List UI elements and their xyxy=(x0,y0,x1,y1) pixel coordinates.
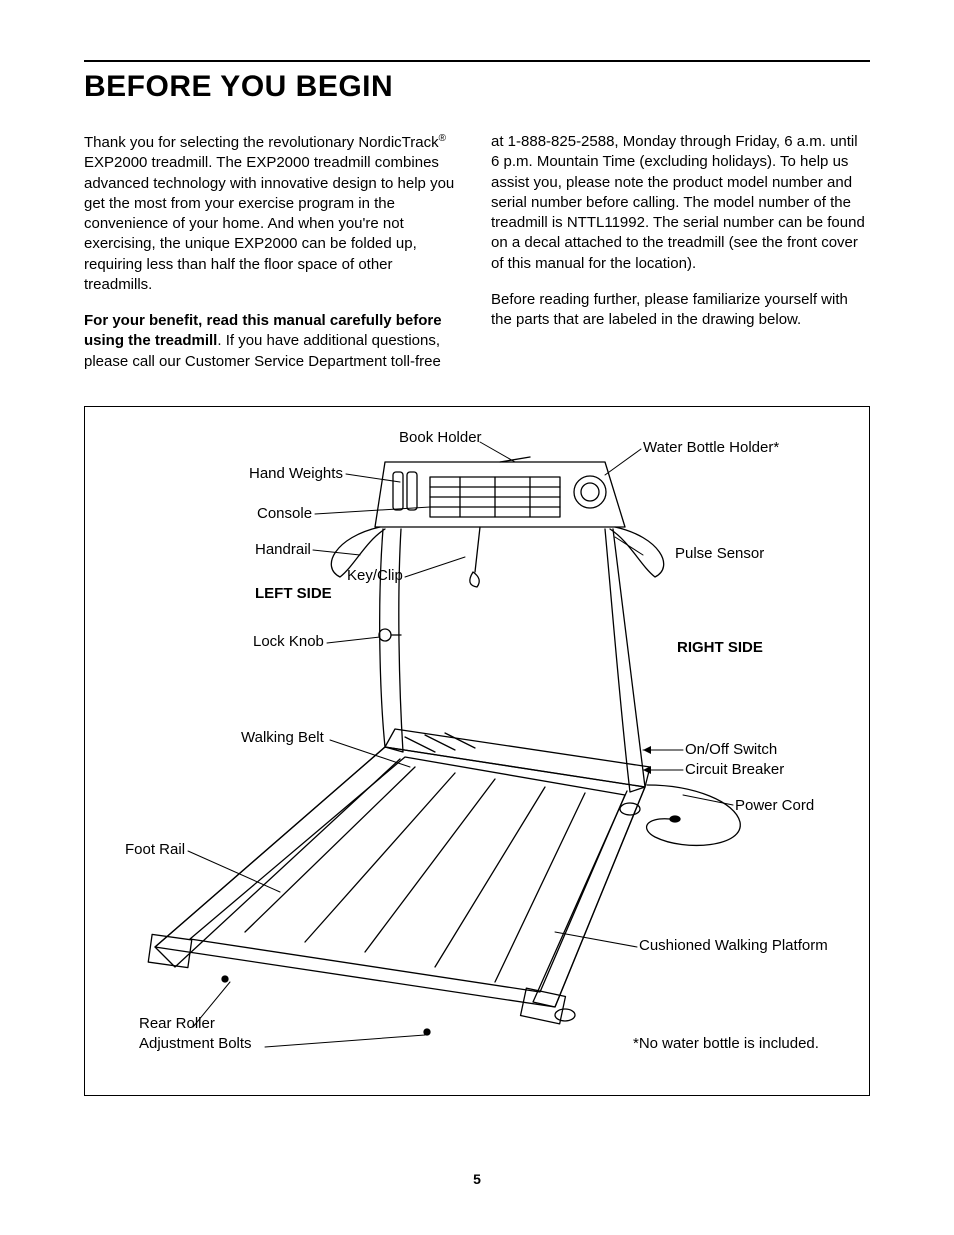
label-left-side: LEFT SIDE xyxy=(255,585,332,602)
para-3: at 1-888-825-2588, Monday through Friday… xyxy=(491,132,870,274)
label-footnote: *No water bottle is included. xyxy=(633,1035,819,1052)
label-rear-roller-1: Rear Roller xyxy=(139,1015,215,1032)
label-book-holder: Book Holder xyxy=(399,429,482,446)
label-cushioned: Cushioned Walking Platform xyxy=(639,937,828,954)
label-walking-belt: Walking Belt xyxy=(241,729,324,746)
col-left: Thank you for selecting the revolutionar… xyxy=(84,132,463,388)
label-console: Console xyxy=(257,505,312,522)
p1b: EXP2000 treadmill. The EXP2000 treadmill… xyxy=(84,154,454,293)
label-circuit: Circuit Breaker xyxy=(685,761,784,778)
label-right-side: RIGHT SIDE xyxy=(677,639,763,656)
label-hand-weights: Hand Weights xyxy=(249,465,343,482)
para-1: Thank you for selecting the revolutionar… xyxy=(84,132,463,295)
label-rear-roller-2: Adjustment Bolts xyxy=(139,1035,252,1052)
label-key-clip: Key/Clip xyxy=(347,567,403,584)
reg-mark: ® xyxy=(439,133,446,144)
page-number: 5 xyxy=(0,1171,954,1187)
p1a: Thank you for selecting the revolutionar… xyxy=(84,134,439,151)
top-rule xyxy=(84,60,870,62)
para-2: For your benefit, read this manual caref… xyxy=(84,311,463,372)
label-pulse-sensor: Pulse Sensor xyxy=(675,545,764,562)
label-onoff: On/Off Switch xyxy=(685,741,777,758)
label-handrail: Handrail xyxy=(255,541,311,558)
diagram-box: Book Holder Water Bottle Holder* Hand We… xyxy=(84,406,870,1096)
col-right: at 1-888-825-2588, Monday through Friday… xyxy=(491,132,870,388)
body-columns: Thank you for selecting the revolutionar… xyxy=(84,132,870,388)
para-4: Before reading further, please familiari… xyxy=(491,290,870,331)
label-lock-knob: Lock Knob xyxy=(253,633,324,650)
label-foot-rail: Foot Rail xyxy=(125,841,185,858)
page-title: BEFORE YOU BEGIN xyxy=(84,70,870,104)
label-water-bottle: Water Bottle Holder* xyxy=(643,439,779,456)
label-power: Power Cord xyxy=(735,797,814,814)
